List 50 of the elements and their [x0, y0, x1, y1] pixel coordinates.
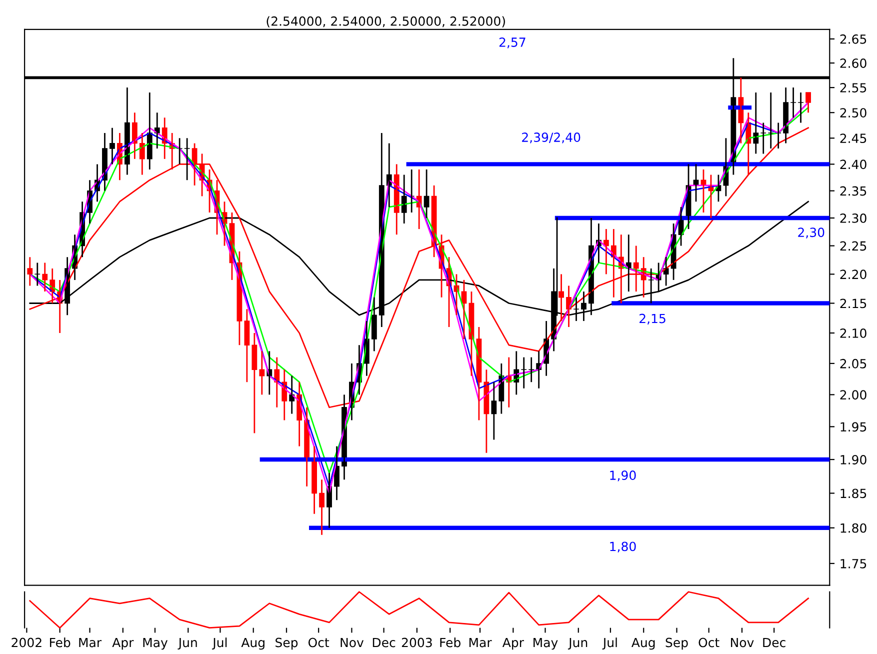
annotation: 2,39/2,40: [522, 132, 580, 144]
x-tick-label: May: [534, 638, 558, 650]
x-tick-label: 2003: [402, 638, 432, 648]
annotation: 2,30: [798, 228, 824, 238]
y-tick-label: 1.80: [840, 523, 866, 533]
x-tick-label: 2002: [12, 638, 42, 648]
x-tick-label: Jun: [568, 638, 588, 650]
annotation: 1,90: [610, 470, 636, 482]
y-tick-label: 1.95: [840, 422, 866, 432]
x-tick-label: Sep: [276, 638, 298, 650]
y-tick-label: 1.90: [840, 454, 866, 464]
x-tick-label: Apr: [502, 638, 524, 650]
y-tick-label: 2.25: [840, 241, 866, 251]
y-tick-label: 1.85: [840, 488, 866, 498]
annotation: 2,57: [499, 38, 526, 48]
y-tick-label: 2.10: [840, 328, 866, 338]
y-tick-label: 2.65: [840, 34, 866, 44]
y-tick-label: 2.15: [840, 298, 866, 308]
y-tick-label: 2.55: [840, 83, 866, 92]
x-tick-label: May: [143, 638, 168, 650]
y-tick-label: 2.30: [840, 213, 866, 223]
x-tick-label: Feb: [440, 638, 460, 648]
x-tick-label: Sep: [666, 638, 688, 650]
x-tick-label: Oct: [698, 638, 720, 648]
x-tick-label: Mar: [79, 638, 102, 648]
y-tick-label: 2.20: [840, 270, 866, 280]
x-tick-label: Jul: [212, 638, 227, 650]
annotation: 1,80: [610, 542, 636, 552]
y-tick-label: 2.00: [840, 390, 866, 400]
y-tick-label: 2.40: [840, 160, 866, 170]
y-tick-label: 1.75: [840, 559, 866, 568]
x-tick-label: Dec: [763, 638, 786, 648]
x-tick-label: Nov: [730, 638, 754, 648]
x-tick-label: Apr: [112, 638, 134, 650]
x-tick-label: Aug: [632, 638, 655, 650]
x-tick-label: Dec: [372, 638, 396, 648]
y-tick-label: 2.35: [840, 186, 866, 196]
annotation: 2,15: [640, 314, 666, 325]
text: (2.54000, 2.54000, 2.50000, 2.52000): [266, 16, 505, 28]
x-tick-label: Oct: [308, 638, 330, 648]
x-tick-label: Aug: [241, 638, 264, 650]
x-tick-label: Mar: [469, 638, 492, 648]
y-tick-label: 2.45: [840, 134, 866, 144]
y-tick-label: 2.05: [840, 358, 866, 368]
y-tick-label: 2.60: [840, 58, 866, 68]
x-tick-label: Nov: [340, 638, 364, 648]
x-tick-label: Jul: [602, 638, 617, 650]
x-tick-label: Feb: [50, 638, 70, 648]
y-tick-label: 2.50: [840, 108, 866, 118]
x-tick-label: Jun: [178, 638, 197, 650]
